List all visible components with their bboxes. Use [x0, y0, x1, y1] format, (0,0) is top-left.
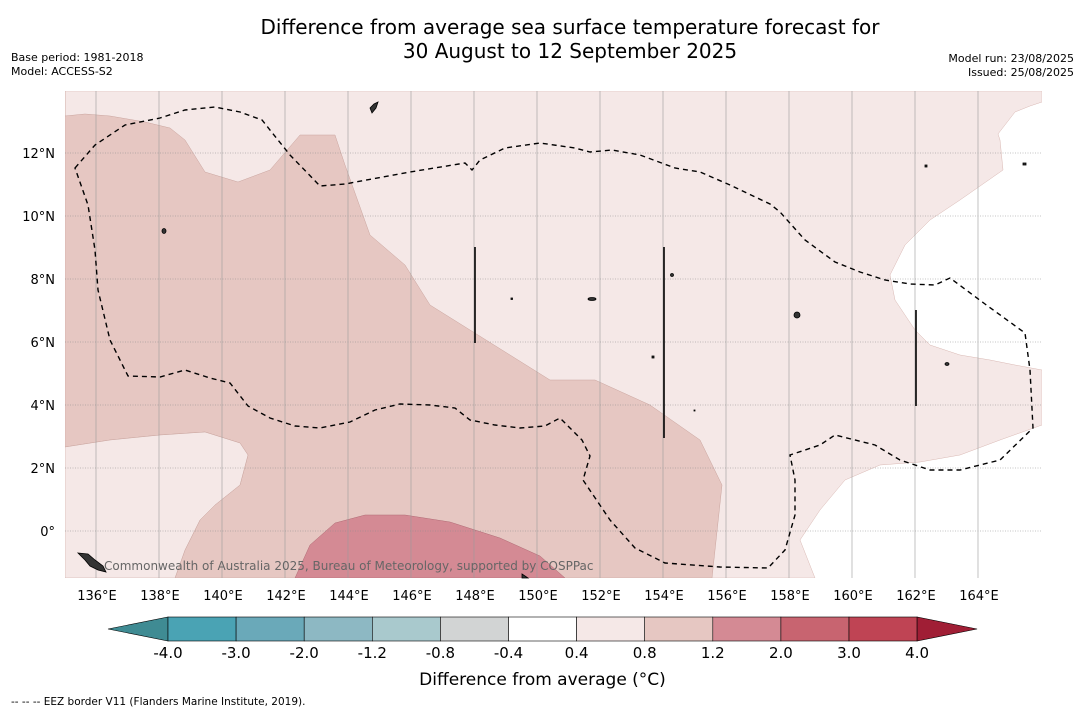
colorbar-tick-label: 0.8	[633, 644, 657, 662]
lat-label: 12°N	[22, 147, 55, 162]
colorbar-extension-low	[107, 616, 169, 642]
map-fill-layers	[65, 91, 1042, 578]
colorbar-tick-label: 0.4	[565, 644, 589, 662]
lat-label: 6°N	[31, 336, 56, 351]
lat-label: 2°N	[31, 462, 56, 477]
colorbar-tick-label: 2.0	[769, 644, 793, 662]
base-period-text: Base period: 1981-2018	[11, 51, 144, 64]
lon-label: 138°E	[140, 589, 180, 604]
model-run-text: Model run: 23/08/2025	[948, 52, 1074, 65]
colorbar-extension-high	[916, 616, 978, 642]
lon-label: 148°E	[455, 589, 495, 604]
island-2	[793, 311, 801, 319]
lon-label: 152°E	[581, 589, 621, 604]
island-8	[510, 297, 513, 300]
island-3	[587, 297, 597, 301]
colorbar-segment	[508, 616, 577, 642]
island-4	[944, 362, 950, 366]
island-5	[670, 273, 674, 277]
islands	[76, 101, 1027, 579]
lon-label: 144°E	[329, 589, 369, 604]
latitude-labels: 12°N 10°N 8°N 6°N 4°N 2°N 0°	[22, 147, 55, 540]
island-1	[161, 228, 167, 234]
sst-anomaly-map: 12°N 10°N 8°N 6°N 4°N 2°N 0° 136°E 138°E…	[22, 91, 1042, 604]
title-line-1: Difference from average sea surface temp…	[260, 15, 880, 39]
gridlines	[65, 152, 1042, 532]
colorbar-tick-label: 1.2	[701, 644, 725, 662]
colorbar-segment	[576, 616, 645, 642]
colorbar-tick-label: -1.2	[358, 644, 387, 662]
colorbar-segment	[780, 616, 850, 642]
lon-label: 154°E	[644, 589, 684, 604]
lon-label: 162°E	[896, 589, 936, 604]
colorbar-tick-label: -0.4	[494, 644, 523, 662]
colorbar-segment	[371, 616, 441, 642]
lon-label: 142°E	[266, 589, 306, 604]
issued-text: Issued: 25/08/2025	[967, 66, 1074, 79]
meta-left: Base period: 1981-2018 Model: ACCESS-S2	[11, 51, 143, 79]
colorbar-tick-label: 3.0	[837, 644, 861, 662]
colorbar-segment	[167, 616, 237, 642]
colorbar-segment	[848, 616, 918, 642]
island-sw	[76, 552, 107, 573]
colorbar-segments	[107, 616, 978, 642]
colorbar-title: Difference from average (°C)	[419, 670, 666, 690]
lon-label: 146°E	[392, 589, 432, 604]
lat-label: 8°N	[31, 273, 56, 288]
chart-title: Difference from average sea surface temp…	[0, 15, 1085, 63]
lon-label: 164°E	[959, 589, 999, 604]
lon-label: 158°E	[770, 589, 810, 604]
meridians	[95, 91, 979, 578]
eez-border	[74, 106, 1034, 569]
lon-label: 140°E	[203, 589, 243, 604]
lon-label: 156°E	[707, 589, 747, 604]
longitude-labels: 136°E 138°E 140°E 142°E 144°E 146°E 148°…	[77, 589, 999, 604]
island-10	[924, 164, 928, 168]
colorbar-segment	[644, 616, 714, 642]
colorbar: -4.0 -3.0 -2.0 -1.2 -0.8 -0.4 0.4 0.8 1.2 2.0 3.0 4…	[107, 616, 978, 662]
colorbar-tick-label: 4.0	[905, 644, 929, 662]
island-6	[651, 355, 655, 359]
colorbar-segment	[235, 616, 305, 642]
colorbar-tick-label: -0.8	[426, 644, 455, 662]
colorbar-ticks: -4.0 -3.0 -2.0 -1.2 -0.8 -0.4 0.4 0.8 1.2 2.0 3.0 4…	[153, 644, 929, 662]
lat-label: 4°N	[31, 399, 56, 414]
colorbar-tick-label: -4.0	[153, 644, 182, 662]
island-7	[693, 409, 696, 412]
meta-right: Model run: 23/08/2025 Issued: 25/08/2025	[948, 52, 1074, 80]
island-9	[1022, 162, 1027, 166]
colorbar-segment	[303, 616, 373, 642]
island-north	[369, 101, 379, 114]
colorbar-tick-label: -3.0	[221, 644, 250, 662]
lon-label: 136°E	[77, 589, 117, 604]
anomaly-lower-left-pale	[65, 431, 249, 578]
vertical-marks	[474, 247, 917, 438]
title-line-2: 30 August to 12 September 2025	[402, 39, 738, 63]
colorbar-segment	[712, 616, 782, 642]
lat-label: 10°N	[22, 210, 55, 225]
colorbar-segment	[440, 616, 509, 642]
lon-label: 150°E	[518, 589, 558, 604]
copyright-text: Commonwealth of Australia 2025, Bureau o…	[104, 559, 594, 573]
lat-label: 0°	[40, 525, 55, 540]
model-text: Model: ACCESS-S2	[11, 65, 113, 78]
island-sw-2	[521, 573, 530, 579]
footnote: -- -- -- EEZ border V11 (Flanders Marine…	[11, 696, 306, 708]
lon-label: 160°E	[833, 589, 873, 604]
colorbar-tick-label: -2.0	[290, 644, 319, 662]
